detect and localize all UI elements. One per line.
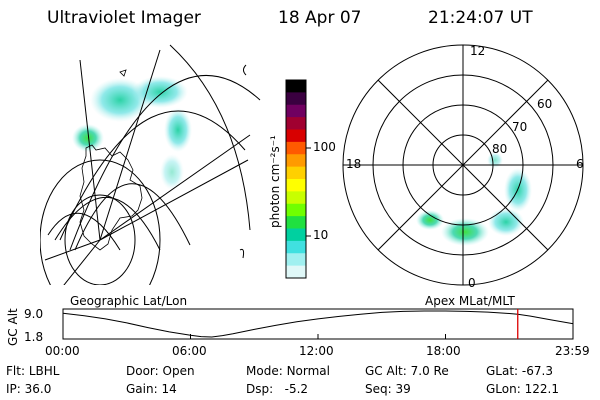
- colorbar-block: [286, 117, 306, 130]
- door-info: Door: Open: [126, 364, 195, 378]
- colorbar-block: [286, 154, 306, 168]
- colorbar-block: [286, 141, 306, 155]
- altitude-series-line: [62, 310, 573, 338]
- colorbar-tick-100: 100: [313, 140, 336, 154]
- y-tick-top: 9.0: [24, 307, 44, 321]
- gain-info: Gain: 14: [126, 382, 177, 396]
- dsp-info: Dsp: -5.2: [246, 382, 309, 396]
- app-title: Ultraviolet Imager: [47, 8, 201, 28]
- colorbar-block: [286, 253, 306, 267]
- colorbar-block: [286, 92, 306, 106]
- x-tick-label-0: 00:00: [45, 344, 80, 358]
- geographic-map-panel: [40, 44, 261, 285]
- seq-info: Seq: 39: [365, 382, 411, 396]
- mlt-label-12: 12: [470, 44, 486, 58]
- colorbar-block: [286, 228, 306, 242]
- flt-info: Flt: LBHL: [6, 364, 60, 378]
- colorbar-tick-10: 10: [313, 228, 329, 242]
- mlat-label-70: 70: [512, 120, 528, 134]
- coastline-outline: [79, 144, 143, 251]
- graticule-lines: [40, 44, 261, 285]
- x-tick-label-2: 12:00: [299, 344, 334, 358]
- edge-mark: [243, 64, 247, 76]
- mlat-label-60: 60: [537, 97, 553, 111]
- mode-info: Mode: Normal: [246, 364, 330, 378]
- colorbar-block: [286, 179, 306, 192]
- colorbar-block: [286, 265, 306, 279]
- x-tick-label-1: 06:00: [172, 344, 207, 358]
- mlt-label-0: 0: [468, 276, 476, 290]
- mlt-label-18: 18: [346, 157, 362, 171]
- date-label: 18 Apr 07: [278, 8, 362, 28]
- colorbar-block: [286, 129, 306, 143]
- polar-mlat-mlt-plot: [342, 44, 584, 286]
- mlt-label-6: 6: [576, 157, 584, 171]
- x-tick-label-3: 18:00: [426, 344, 461, 358]
- apex-panel-label: Apex MLat/MLT: [425, 294, 515, 308]
- geographic-panel-label: Geographic Lat/Lon: [70, 294, 188, 308]
- colorbar: [285, 79, 311, 279]
- colorbar-block: [286, 240, 306, 254]
- y-tick-bottom: 1.8: [24, 330, 44, 344]
- colorbar-block: [286, 203, 306, 217]
- glon-info: GLon: 122.1: [486, 382, 559, 396]
- mlat-label-80: 80: [492, 142, 508, 156]
- colorbar-block: [286, 104, 306, 118]
- ip-info: IP: 36.0: [6, 382, 52, 396]
- timeline-ylabel: GC Alt: [6, 308, 20, 346]
- glat-info: GLat: -67.3: [486, 364, 553, 378]
- colorbar-block: [286, 166, 306, 180]
- time-label: 21:24:07 UT: [428, 8, 533, 28]
- x-tick-label-4: 23:59: [555, 344, 590, 358]
- edge-mark: [239, 248, 245, 259]
- colorbar-block: [286, 80, 306, 93]
- colorbar-block: [286, 216, 306, 229]
- aurora-emission-geographic: [72, 76, 192, 190]
- gc-alt-info: GC Alt: 7.0 Re: [365, 364, 449, 378]
- altitude-timeline-chart: [62, 308, 574, 340]
- colorbar-block: [286, 191, 306, 205]
